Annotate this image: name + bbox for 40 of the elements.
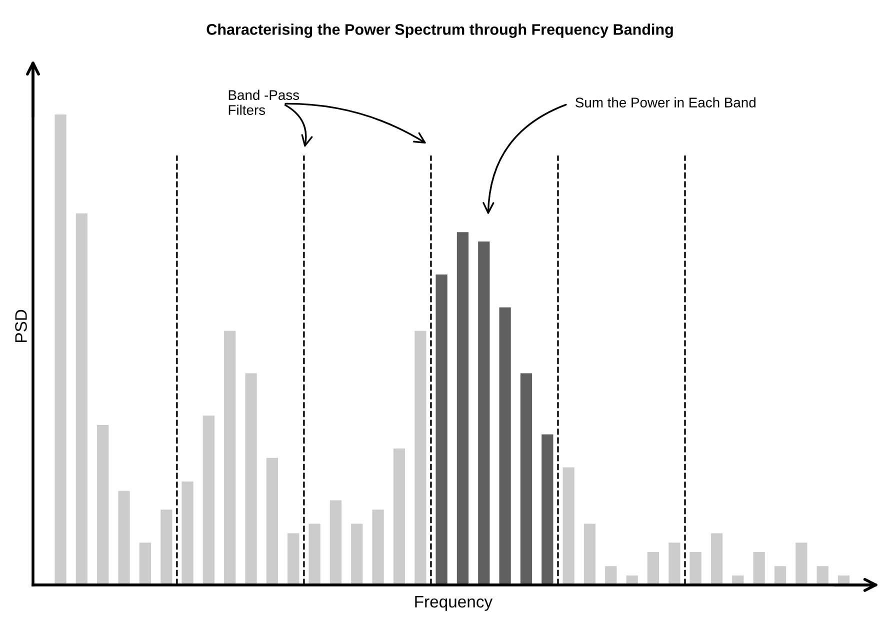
annotation: Band -Pass Filters (228, 90, 300, 115)
bar (139, 542, 152, 585)
bar (308, 524, 320, 585)
bar (562, 467, 574, 585)
bar (478, 242, 490, 585)
bar (76, 213, 88, 585)
text: Sum the Power in Each Band (576, 97, 756, 108)
bar (796, 542, 808, 585)
bar (668, 542, 680, 585)
bar (436, 274, 448, 585)
bar (690, 552, 702, 585)
bar (584, 524, 596, 585)
bar (499, 307, 511, 585)
bar (372, 510, 384, 585)
bar (202, 416, 215, 585)
x-axis-title: Frequency (415, 596, 493, 611)
bar (224, 330, 236, 585)
bar (456, 232, 469, 585)
bar (97, 425, 109, 585)
bar (542, 434, 554, 585)
bar (647, 552, 660, 585)
bar (816, 566, 828, 585)
bar (118, 490, 130, 585)
bar (393, 448, 406, 585)
bar (710, 533, 723, 585)
chart-title: Characterising the Power Spectrum through Frequency Banding (206, 24, 673, 38)
bar (520, 373, 532, 585)
bar (160, 510, 172, 585)
bar (182, 481, 194, 585)
bar (774, 566, 786, 585)
bar (351, 524, 363, 585)
bar (245, 373, 257, 585)
y-axis-title: PSD (15, 310, 27, 342)
bar (414, 330, 426, 585)
bar (266, 458, 278, 585)
bar (54, 114, 66, 585)
bar (753, 552, 765, 585)
bar (605, 566, 617, 585)
bar (330, 500, 342, 585)
bar (288, 533, 300, 585)
